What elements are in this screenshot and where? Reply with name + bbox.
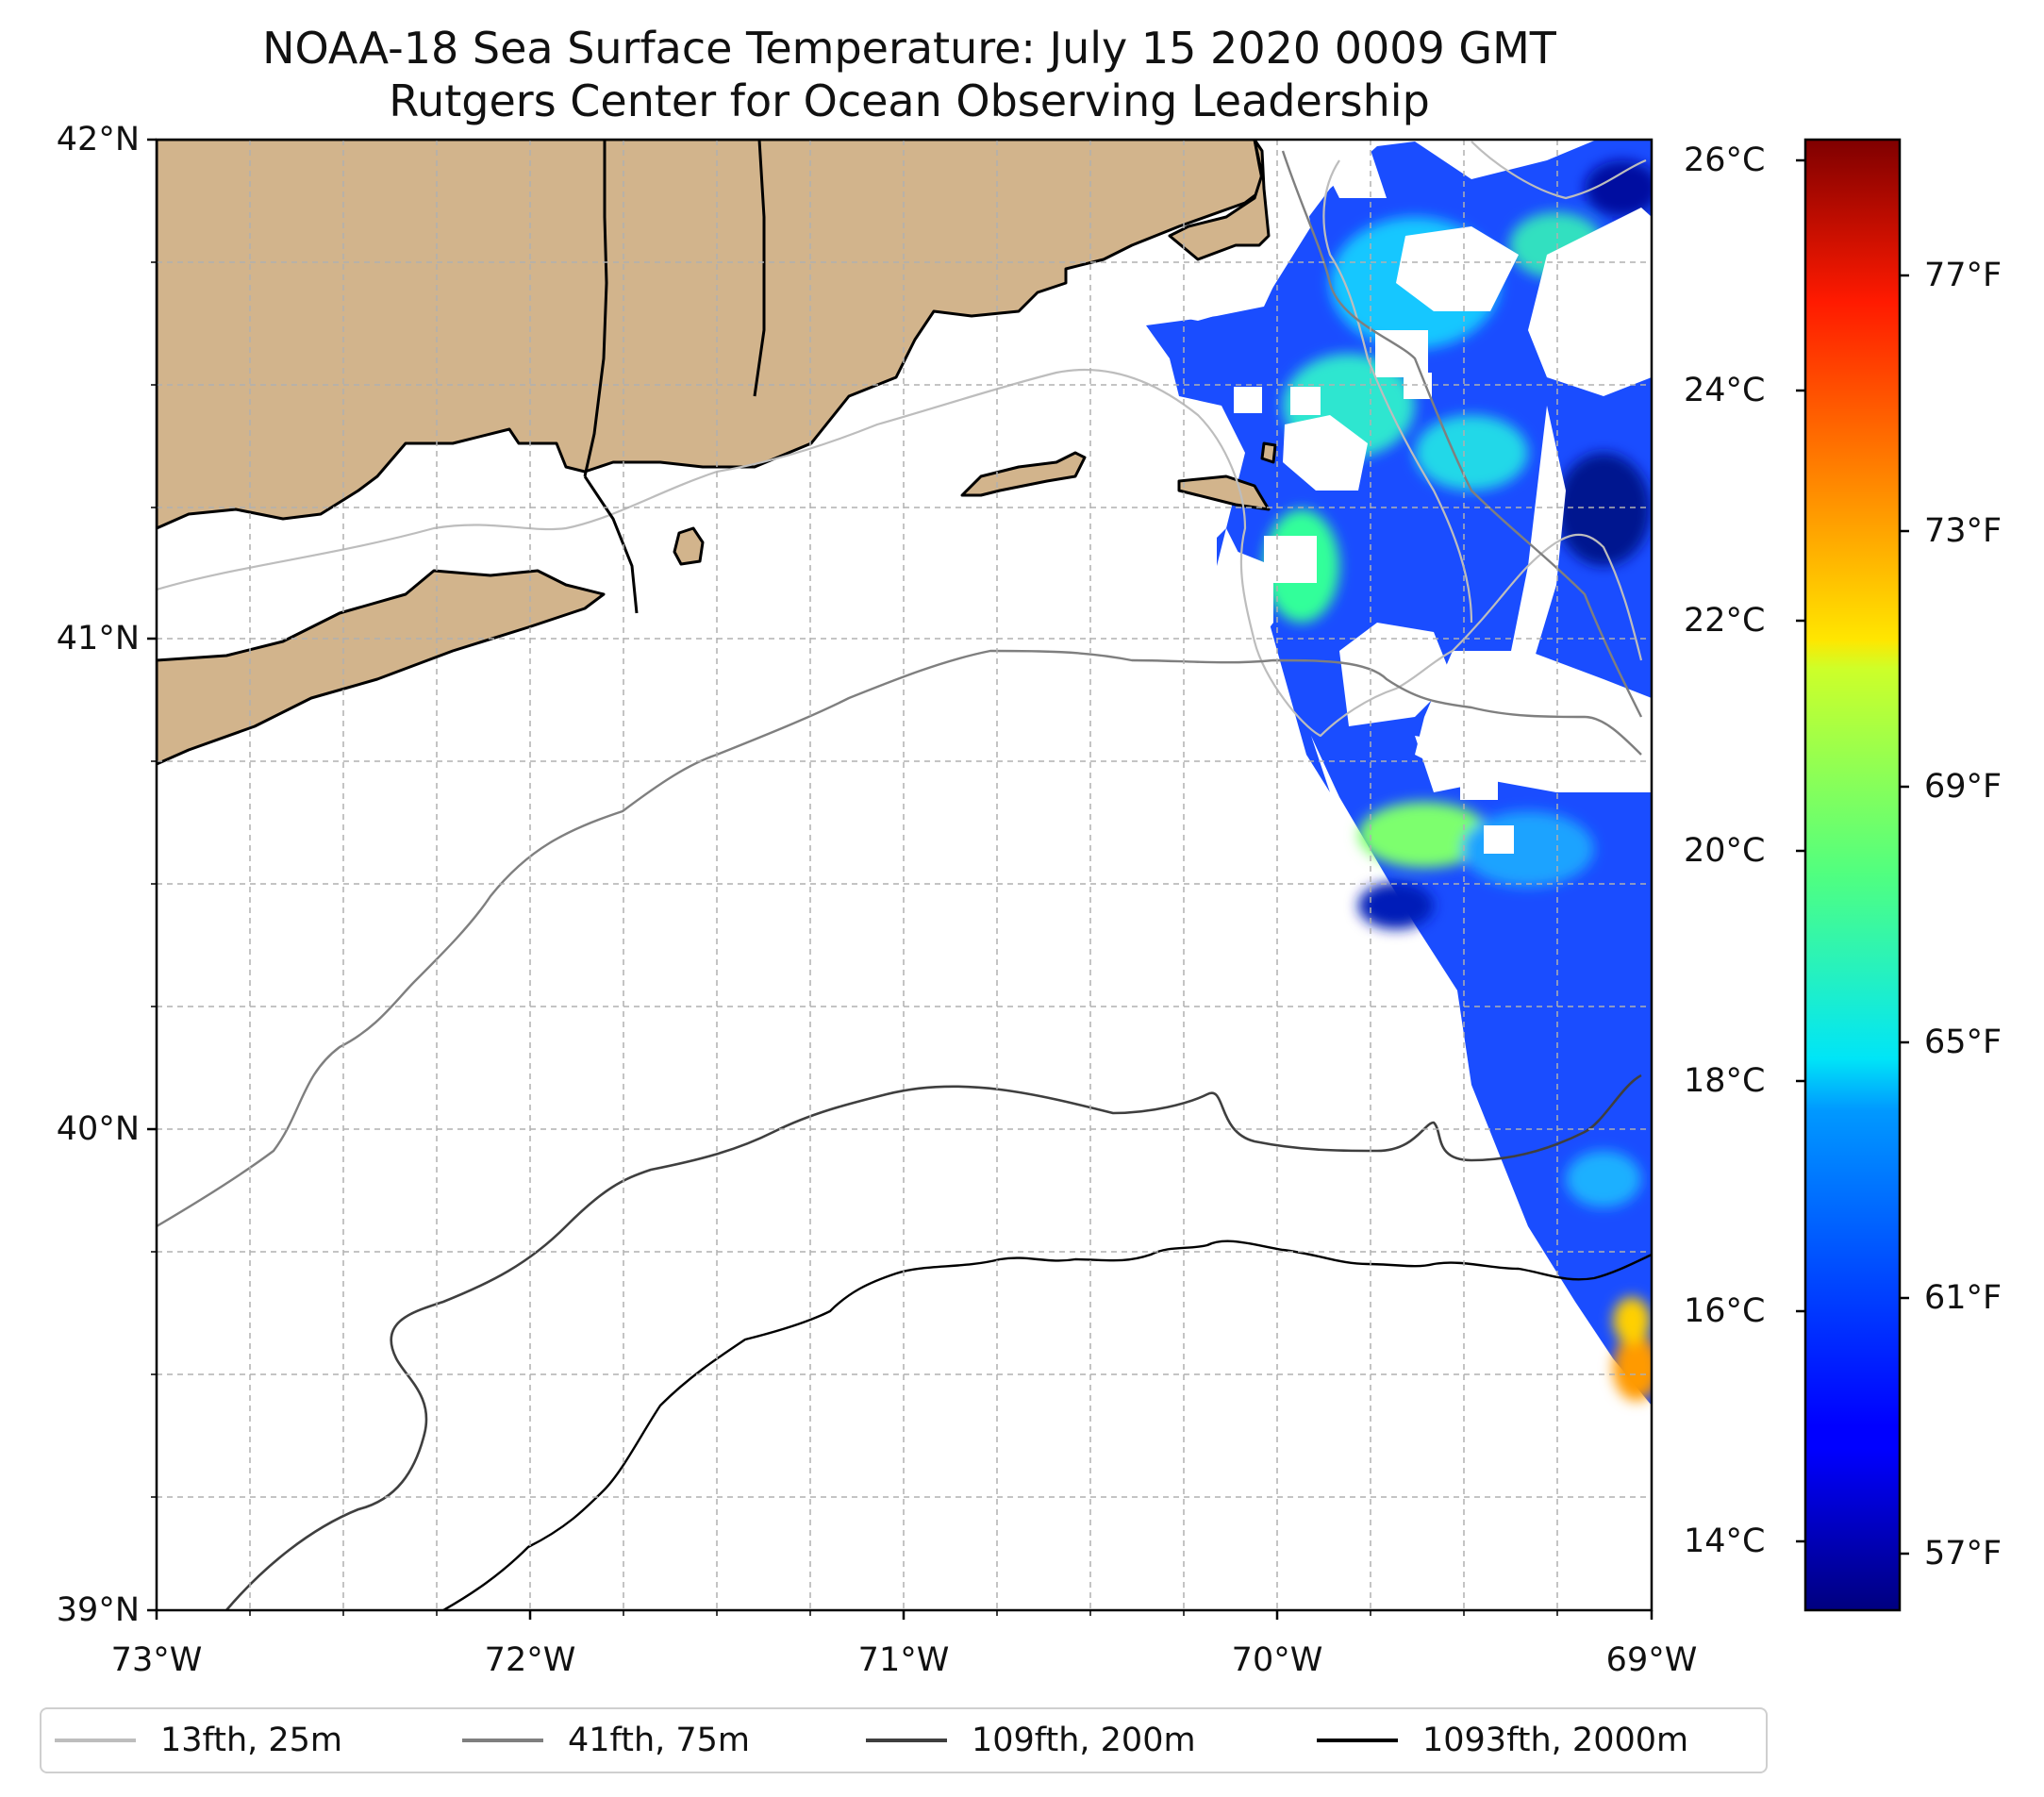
colorbar-fahrenheit-label: 77°F <box>1924 257 2002 294</box>
colorbar-celsius-label: 24°C <box>1684 372 1766 409</box>
legend-line-200m <box>866 1739 947 1742</box>
legend-line-75m <box>462 1739 543 1742</box>
isobath-75m <box>157 150 1643 1228</box>
colorbar-fahrenheit-label: 65°F <box>1924 1023 2002 1061</box>
gridlines <box>157 140 1652 1610</box>
colorbar-celsius-label: 18°C <box>1684 1062 1766 1100</box>
isobath-2000m <box>442 1240 1652 1610</box>
lat-label-42n: 42°N <box>56 121 140 158</box>
isobath-legend: 13fth, 25m 41fth, 75m 109fth, 200m 1093f… <box>40 1707 1768 1773</box>
lat-label-40n: 40°N <box>56 1110 140 1148</box>
land <box>157 140 1277 766</box>
sst-swath <box>1146 140 1652 1406</box>
lon-label-70w: 70°W <box>1231 1641 1323 1679</box>
isobath-200m <box>225 1073 1642 1610</box>
legend-line-25m <box>55 1739 136 1742</box>
lon-label-69w: 69°W <box>1605 1641 1698 1679</box>
legend-label-25m: 13fth, 25m <box>160 1722 343 1759</box>
legend-label-2000m: 1093fth, 2000m <box>1422 1722 1689 1759</box>
legend-item-2000m: 1093fth, 2000m <box>1317 1709 1688 1772</box>
lon-label-73w: 73°W <box>110 1641 203 1679</box>
colorbar-celsius-label: 26°C <box>1684 141 1766 179</box>
legend-label-75m: 41fth, 75m <box>568 1722 751 1759</box>
legend-item-75m: 41fth, 75m <box>462 1709 750 1772</box>
figure-title: NOAA-18 Sea Surface Temperature: July 15… <box>262 23 1556 74</box>
lat-label-41n: 41°N <box>56 620 140 657</box>
legend-item-25m: 13fth, 25m <box>55 1709 342 1772</box>
colorbar-fahrenheit-label: 69°F <box>1924 768 2002 806</box>
colorbar-celsius-label: 16°C <box>1684 1292 1766 1330</box>
isobaths <box>157 141 1652 1610</box>
isobath-25m <box>157 141 1647 738</box>
lon-label-71w: 71°W <box>857 1641 950 1679</box>
state-borders <box>583 140 766 614</box>
axis-ticks <box>147 138 1653 1620</box>
colorbar-fahrenheit-label: 61°F <box>1924 1279 2002 1317</box>
figure-subtitle: Rutgers Center for Ocean Observing Leade… <box>389 75 1430 126</box>
colorbar-celsius-label: 22°C <box>1684 602 1766 640</box>
map-layers <box>157 140 1652 1610</box>
colorbar-celsius-label: 20°C <box>1684 832 1766 870</box>
lon-label-72w: 72°W <box>484 1641 576 1679</box>
legend-line-2000m <box>1317 1739 1398 1742</box>
colorbar-fahrenheit-label: 73°F <box>1924 512 2002 550</box>
colorbar-celsius-label: 14°C <box>1684 1522 1766 1560</box>
legend-item-200m: 109fth, 200m <box>866 1709 1196 1772</box>
colorbar-fahrenheit-label: 57°F <box>1924 1535 2002 1572</box>
colorbar <box>1796 138 1909 1612</box>
lat-label-39n: 39°N <box>56 1591 140 1629</box>
legend-label-200m: 109fth, 200m <box>972 1722 1196 1759</box>
